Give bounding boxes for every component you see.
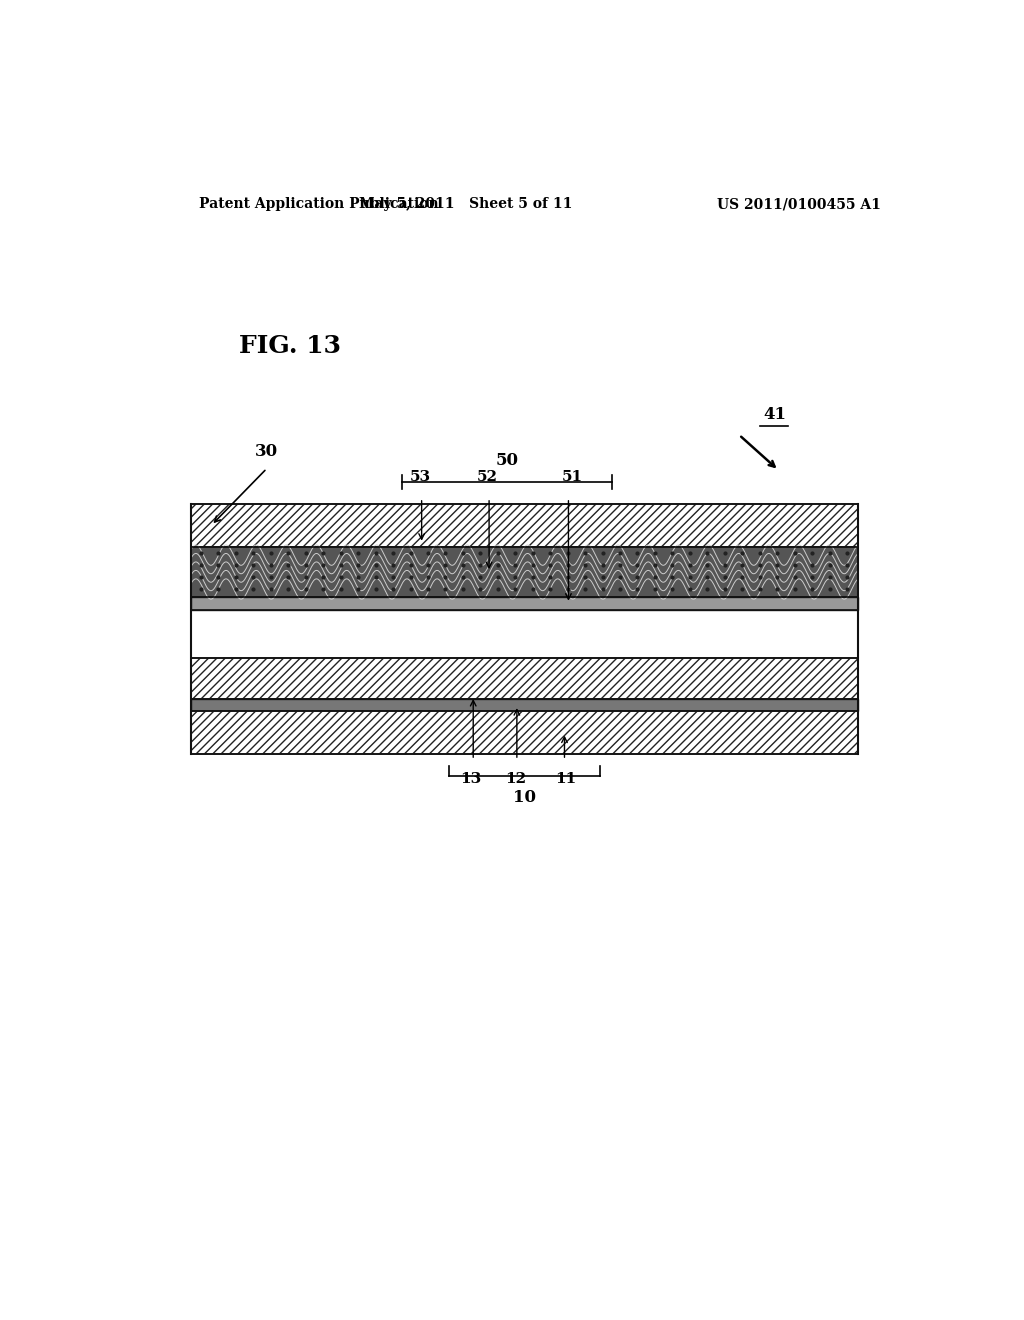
Bar (191, 711, 858, 754)
Text: May 5, 2011   Sheet 5 of 11: May 5, 2011 Sheet 5 of 11 (358, 197, 572, 211)
Text: 41: 41 (763, 405, 785, 422)
Text: 30: 30 (255, 444, 279, 461)
Text: 52: 52 (477, 470, 498, 483)
Text: 10: 10 (513, 788, 537, 805)
Text: US 2011/0100455 A1: US 2011/0100455 A1 (717, 197, 881, 211)
Text: 11: 11 (555, 772, 577, 787)
Text: 51: 51 (562, 470, 583, 483)
Text: FIG. 13: FIG. 13 (240, 334, 341, 359)
Text: 13: 13 (460, 772, 481, 787)
Bar (191, 504, 858, 546)
Text: Patent Application Publication: Patent Application Publication (200, 197, 439, 211)
Bar (191, 700, 858, 711)
Text: 50: 50 (496, 453, 518, 470)
Bar (191, 598, 858, 610)
Bar (191, 546, 858, 598)
Bar (191, 659, 858, 700)
Text: 12: 12 (505, 772, 526, 787)
Text: 53: 53 (410, 470, 431, 483)
